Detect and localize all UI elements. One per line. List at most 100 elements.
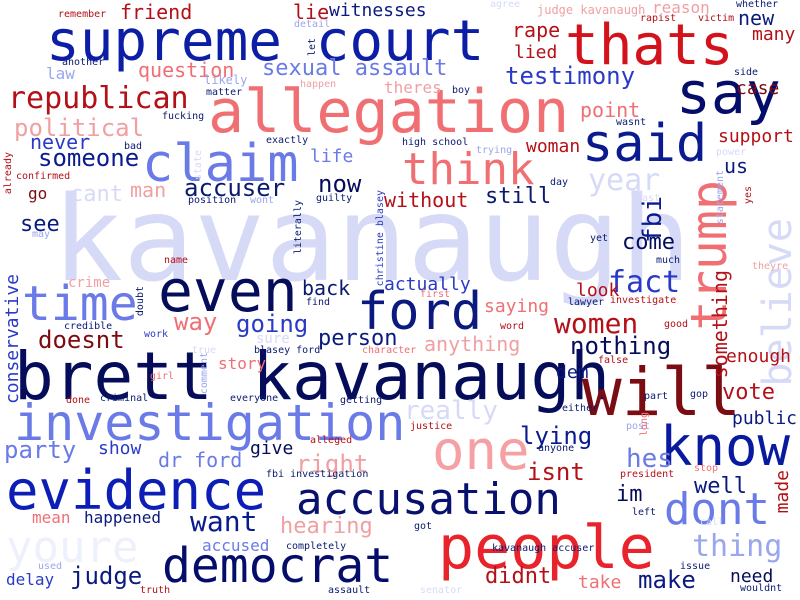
word-friend: friend — [120, 0, 193, 24]
word-party: party — [4, 436, 77, 464]
word-im: im — [616, 482, 643, 507]
word-character: character — [362, 345, 417, 356]
word-still: still — [485, 184, 552, 209]
word-know: know — [660, 415, 791, 478]
word-make: make — [638, 566, 696, 594]
word-let: let — [307, 38, 318, 57]
word-one: one — [432, 419, 530, 482]
word-saying: saying — [484, 296, 550, 317]
word-women: women — [554, 307, 639, 340]
word-kavanaugh: kavanaugh — [52, 170, 692, 308]
word-yet: yet — [590, 233, 609, 244]
word-getting: getting — [340, 395, 383, 406]
word-way: way — [174, 308, 218, 336]
word-may: may — [32, 229, 51, 240]
word-person: person — [318, 326, 398, 351]
word-much: much — [656, 255, 681, 266]
word-time: time — [22, 276, 138, 332]
word-need: need — [730, 566, 774, 587]
word-delay: delay — [6, 570, 55, 589]
word-theyre: theyre — [752, 261, 789, 272]
word-evidence: evidence — [6, 459, 267, 522]
word-look: look — [576, 280, 620, 301]
word-literally: literally — [293, 200, 304, 255]
word-isnt: isnt — [527, 458, 585, 486]
word-show: show — [98, 438, 142, 459]
word-enough: enough — [726, 346, 792, 367]
word-dem: dem — [556, 362, 589, 383]
word-dr-ford: dr ford — [158, 448, 243, 472]
word-theres: theres — [384, 78, 442, 97]
word-think: think — [402, 144, 535, 195]
word-call: call — [700, 517, 725, 528]
word-victim: victim — [698, 13, 735, 24]
word-alleged: alleged — [310, 435, 353, 446]
word-high-school: high school — [402, 137, 469, 148]
word-criminal: criminal — [100, 393, 149, 404]
word-take: take — [578, 572, 622, 593]
word-remember: remember — [58, 9, 107, 20]
word-lawyer: lawyer — [568, 297, 605, 308]
word-thats: thats — [565, 13, 734, 78]
word-going: going — [236, 310, 309, 338]
word-fucking: fucking — [162, 111, 205, 122]
word-everyone: everyone — [230, 393, 279, 404]
word-cant: cant — [70, 182, 123, 207]
word-well: well — [694, 474, 747, 499]
word-true: true — [192, 345, 217, 356]
word-issue: issue — [680, 561, 711, 572]
word-likely: likely — [204, 73, 248, 87]
word-truth: truth — [140, 585, 171, 596]
word-justice: justice — [410, 421, 453, 432]
word-dont: dont — [664, 484, 770, 535]
word-lying: lying — [520, 422, 593, 450]
word-wouldnt: wouldnt — [740, 583, 783, 594]
word-either: either — [562, 403, 599, 414]
word-political: political — [14, 114, 145, 142]
word-sure: sure — [256, 331, 290, 347]
word-wasnt: wasnt — [616, 117, 647, 128]
word-nothing: nothing — [570, 332, 672, 360]
word-assault: assault — [328, 585, 371, 596]
word-judge-kavanaugh: judge kavanaugh — [537, 3, 646, 17]
word-accuser: accuser — [184, 174, 286, 202]
word-vote: vote — [722, 380, 775, 405]
word-confirmed: confirmed — [16, 171, 71, 182]
word-allegation: allegation — [208, 77, 570, 147]
word-already: already — [3, 152, 14, 195]
word-law: law — [46, 64, 75, 83]
word-actually: actually — [384, 274, 471, 295]
word-us: us — [724, 154, 749, 178]
word-stop: stop — [694, 463, 719, 474]
word-happened: happened — [84, 508, 162, 527]
word-democrat: democrat — [162, 538, 394, 594]
word-bad: bad — [124, 141, 143, 152]
word-woman: woman — [526, 136, 581, 157]
word-claim: claim — [142, 134, 299, 194]
word-new: new — [738, 6, 775, 30]
word-comment: comment — [199, 352, 210, 395]
word-long: long — [639, 412, 650, 437]
word-reason: reason — [652, 0, 710, 17]
word-will: will — [582, 354, 741, 431]
word-conservative: conservative — [2, 274, 23, 405]
word-false: false — [598, 355, 629, 366]
word-see: see — [20, 212, 60, 237]
word-used: used — [38, 561, 63, 572]
word-statement: statement — [715, 170, 726, 225]
word-mean: mean — [32, 508, 71, 527]
word-sexual-assault: sexual assault — [262, 56, 448, 81]
word-kavanaugh-accuser: kavanaugh accuser — [492, 543, 595, 554]
word-people: people — [438, 513, 655, 583]
word-thing: thing — [692, 529, 783, 564]
word-go: go — [28, 184, 48, 203]
word-lied: lied — [514, 42, 558, 63]
word-support: support — [718, 126, 794, 147]
word-republican: republican — [8, 81, 189, 116]
word-trying: trying — [476, 145, 513, 156]
word-ford: ford — [357, 282, 483, 342]
word-investigate: investigate — [610, 295, 677, 306]
word-investigation: investigation — [14, 394, 406, 452]
word-man: man — [130, 178, 167, 202]
